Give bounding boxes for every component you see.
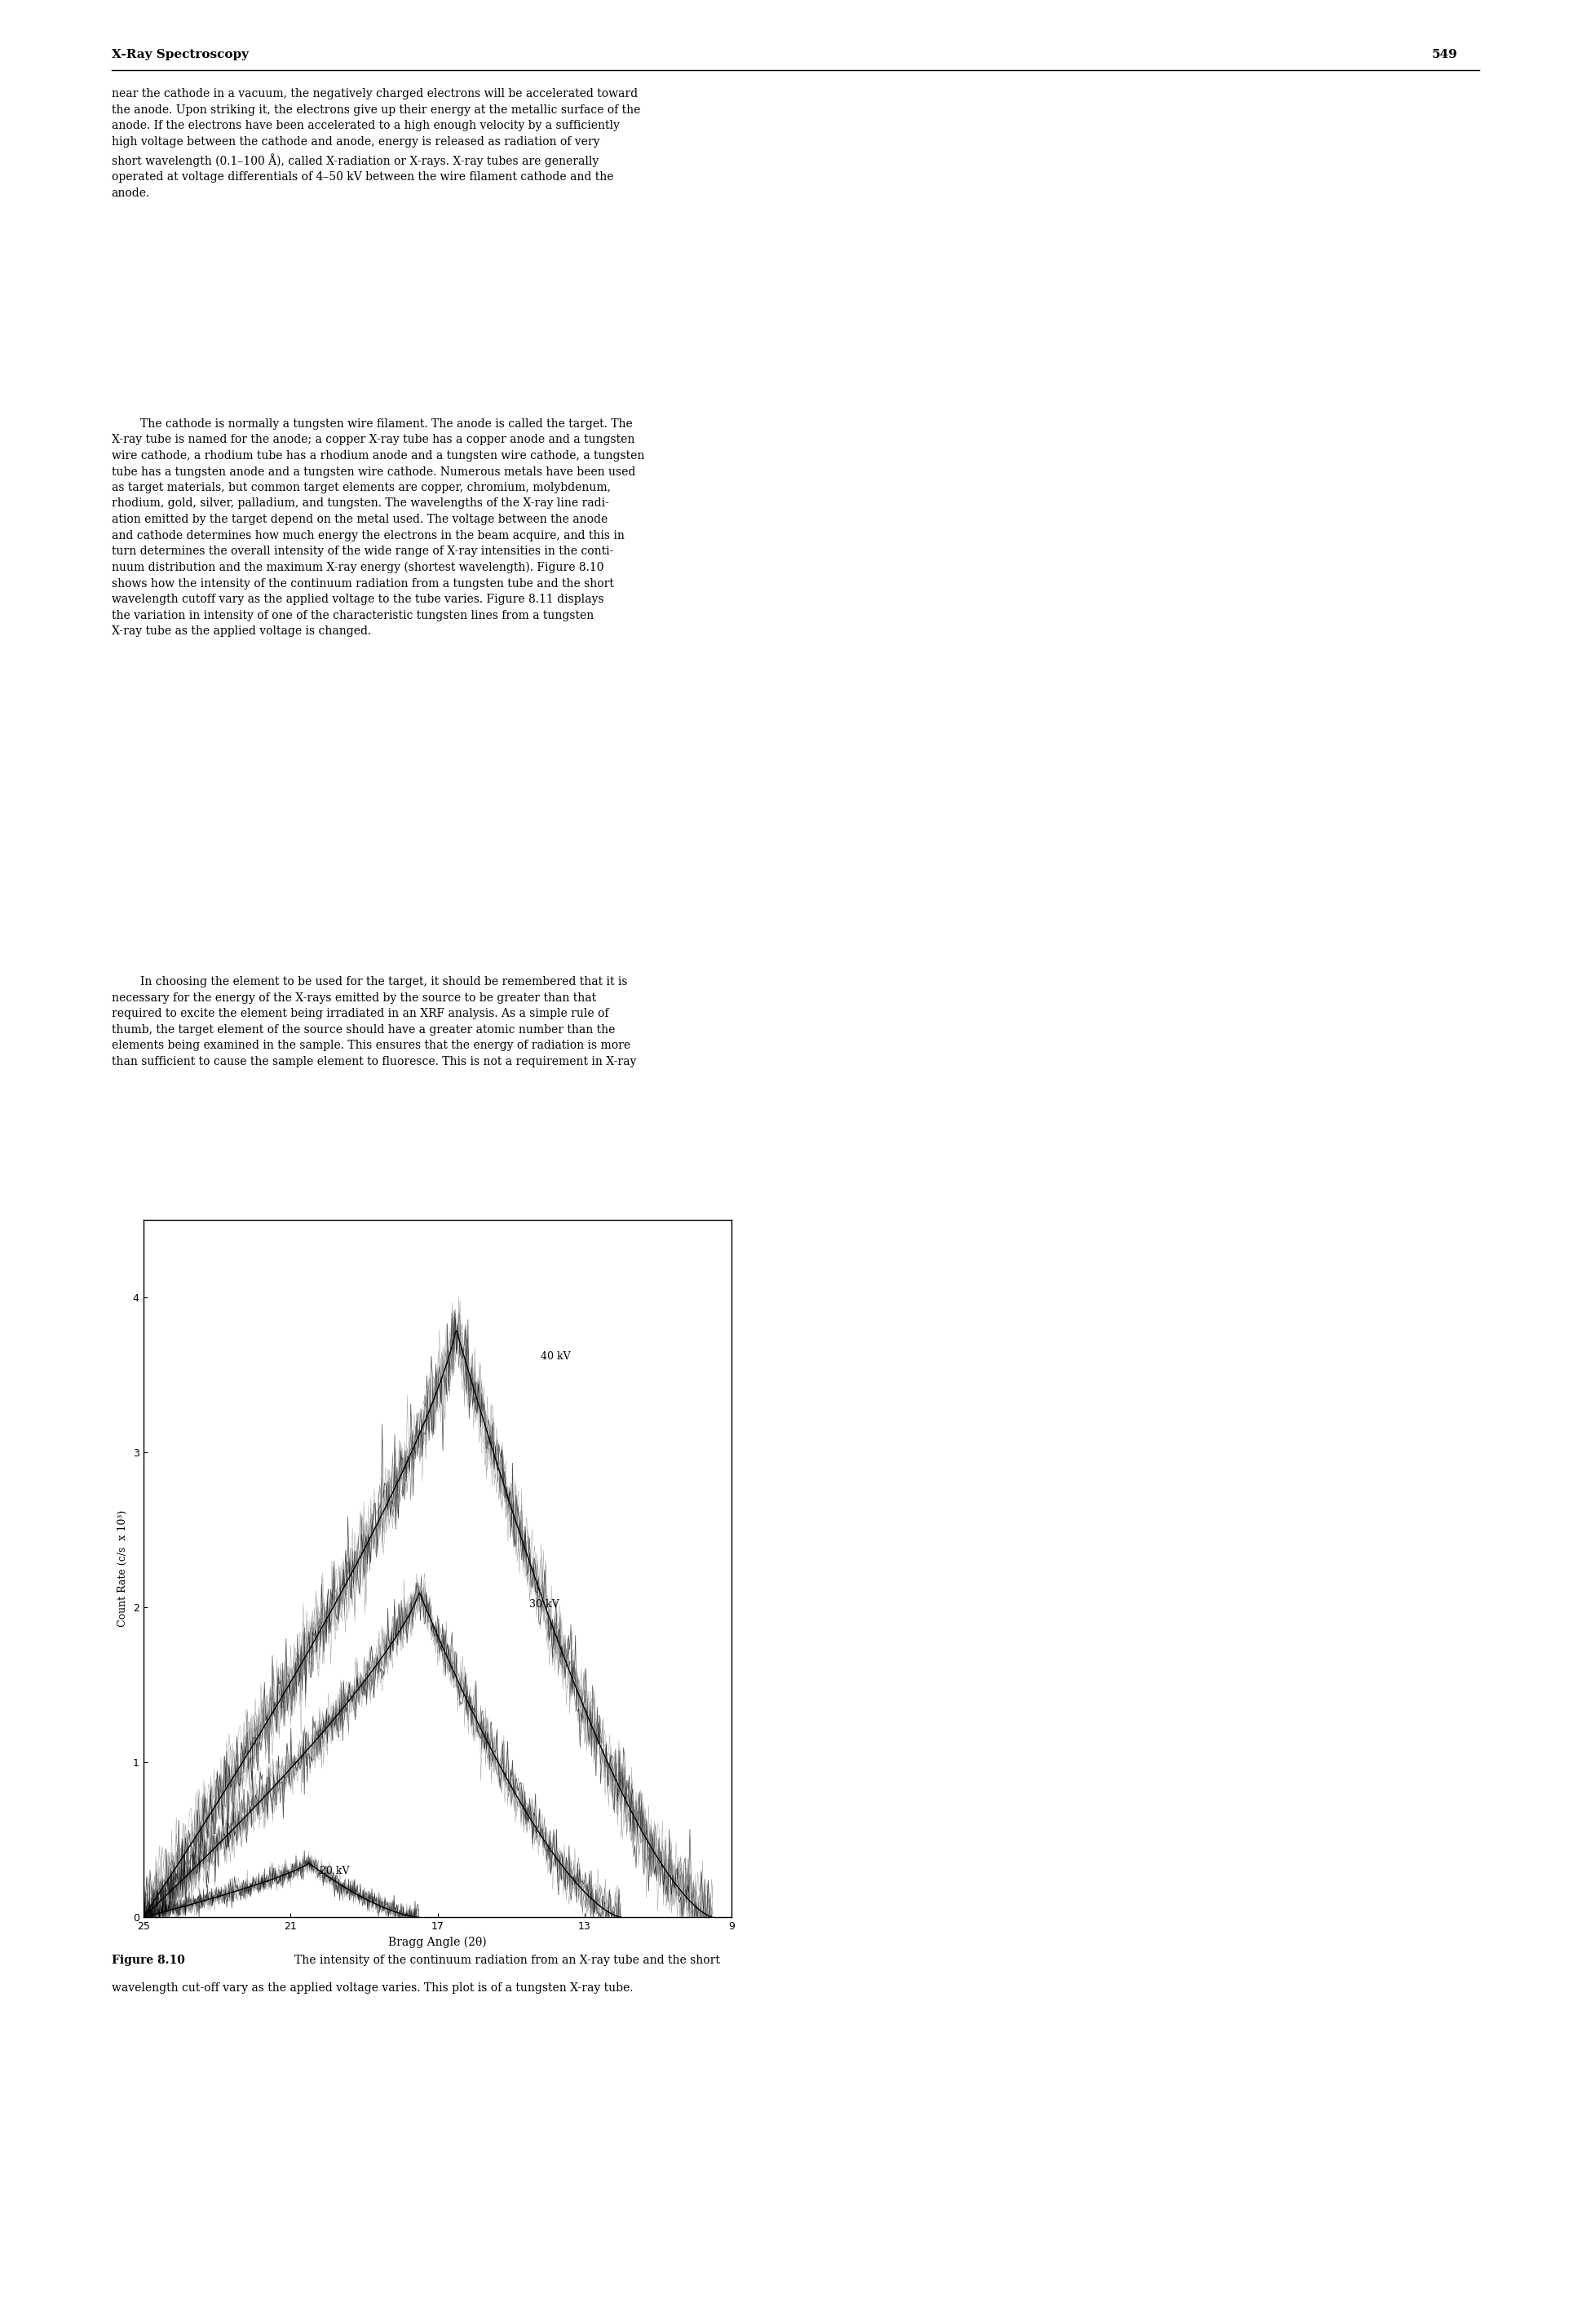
Text: In choosing the element to be used for the target, it should be remembered that : In choosing the element to be used for t… [111,976,636,1067]
Text: near the cathode in a vacuum, the negatively charged electrons will be accelerat: near the cathode in a vacuum, the negati… [111,88,640,198]
Y-axis label: Count Rate (c/s  x 10³): Count Rate (c/s x 10³) [118,1511,129,1627]
Text: The cathode is normally a tungsten wire filament. The anode is called the target: The cathode is normally a tungsten wire … [111,418,644,637]
Text: X-Ray Spectroscopy: X-Ray Spectroscopy [111,49,248,60]
Text: 30 kV: 30 kV [530,1599,560,1611]
Text: 549: 549 [1432,49,1457,60]
X-axis label: Bragg Angle (2θ): Bragg Angle (2θ) [388,1936,487,1948]
Text: 20 kV: 20 kV [320,1866,350,1875]
Text: Figure 8.10: Figure 8.10 [111,1954,185,1966]
Text: The intensity of the continuum radiation from an X-ray tube and the short: The intensity of the continuum radiation… [294,1954,719,1966]
Text: wavelength cut-off vary as the applied voltage varies. This plot is of a tungste: wavelength cut-off vary as the applied v… [111,1982,633,1994]
Text: 40 kV: 40 kV [541,1350,571,1362]
